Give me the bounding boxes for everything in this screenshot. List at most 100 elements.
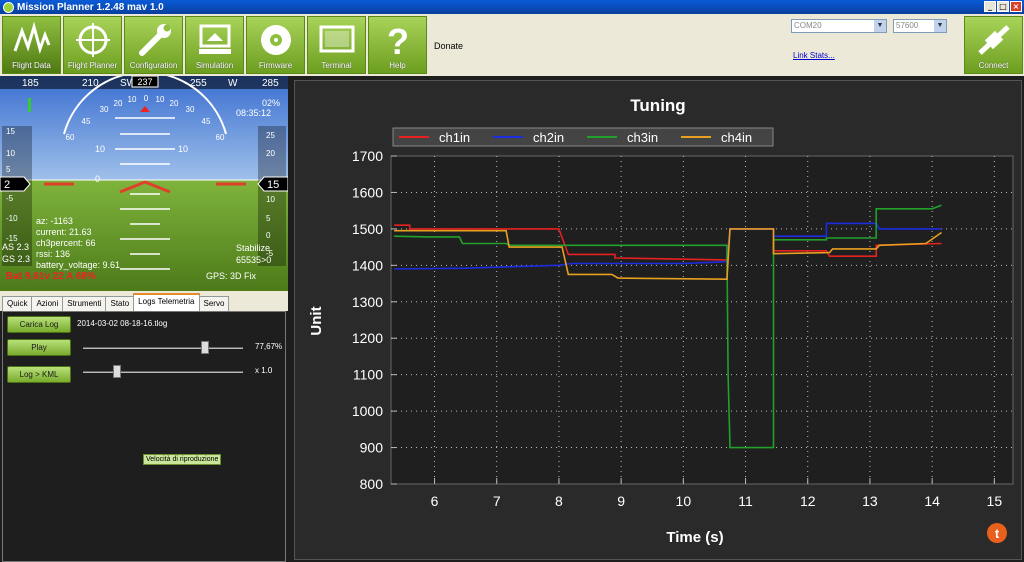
y-tick-label: 1200 [352, 330, 383, 346]
az-readout: az: -1163 [36, 216, 73, 226]
roll-label: 60 [66, 133, 75, 142]
roll-pointer [140, 106, 150, 112]
series-line-ch4in [394, 228, 942, 281]
legend-label: ch3in [627, 130, 658, 145]
alt-tick: 20 [266, 149, 275, 158]
baud-value: 57600 [896, 21, 919, 30]
progress-slider-thumb[interactable] [201, 341, 210, 354]
simulation-button[interactable]: Simulation [185, 16, 244, 74]
simulation-label: Simulation [195, 61, 234, 70]
x-tick-label: 12 [800, 493, 816, 509]
roll-label: 10 [128, 95, 137, 104]
ground [0, 180, 288, 291]
help-button[interactable]: ? Help [368, 16, 427, 74]
speed-slider-thumb[interactable] [113, 365, 122, 378]
flight-data-button[interactable]: Flight Data [2, 16, 61, 74]
tab-azioni[interactable]: Azioni [31, 296, 64, 311]
window-title: Mission Planner 1.2.48 mav 1.0 [17, 1, 164, 13]
speed-tooltip: Velocità di riproduzione [143, 454, 222, 465]
port-value: COM20 [794, 21, 822, 30]
close-button[interactable]: × [1010, 1, 1022, 12]
roll-arc [63, 76, 227, 135]
port-select[interactable]: COM20 ▼ [791, 19, 887, 33]
link-stats-link[interactable]: Link Stats... [793, 51, 835, 60]
artificial-horizon-hud: 185 210 SW 255 W 285 237 60 45 30 20 10 … [0, 76, 288, 291]
speed-tick: 5 [6, 165, 11, 174]
tab-strumenti[interactable]: Strumenti [62, 296, 107, 311]
terminal-label: Terminal [321, 61, 352, 70]
play-button[interactable]: Play [7, 339, 71, 356]
legend-label: ch2in [533, 130, 564, 145]
telemetry-log-panel: Carica Log 2014-03-02 08-18-16.tlog Play… [2, 311, 286, 562]
terminal-button[interactable]: Terminal [307, 16, 366, 74]
heading-label: 285 [262, 78, 279, 89]
main-toolbar: Flight Data Flight Planner Configuration… [0, 14, 1024, 76]
x-tick-label: 6 [431, 493, 439, 509]
roll-label: 45 [82, 117, 91, 126]
crosshair-icon [75, 23, 110, 57]
load-log-button[interactable]: Carica Log [7, 316, 71, 333]
chevron-down-icon: ▼ [934, 20, 946, 32]
donate-link[interactable]: Donate [434, 41, 464, 51]
legend-label: ch1in [439, 130, 470, 145]
heading-label: 255 [190, 78, 207, 89]
x-tick-label: 14 [924, 493, 940, 509]
tab-servo[interactable]: Servo [198, 296, 230, 311]
heading-label: 210 [82, 78, 99, 89]
y-tick-label: 1300 [352, 294, 383, 310]
y-tick-label: 800 [360, 476, 384, 492]
plug-icon [977, 25, 1010, 55]
firmware-button[interactable]: Firmware [246, 16, 305, 74]
tab-quick[interactable]: Quick [2, 296, 33, 311]
chevron-down-icon: ▼ [874, 20, 886, 32]
minimize-button[interactable]: _ [984, 1, 996, 12]
baud-select[interactable]: 57600 ▼ [893, 19, 947, 33]
x-tick-label: 10 [676, 493, 692, 509]
legend-label: ch4in [721, 130, 752, 145]
wrench-icon [138, 24, 171, 56]
x-axis-label: Time (s) [666, 529, 723, 546]
y-tick-label: 1100 [353, 367, 383, 383]
maximize-button[interactable]: □ [997, 1, 1009, 12]
y-axis-label: Unit [308, 306, 325, 335]
groundspeed-readout: GS 2.3 [2, 254, 30, 264]
log-to-kml-button[interactable]: Log > KML [7, 366, 71, 383]
altitude-value: 15 [267, 179, 279, 191]
alt-tick: 5 [266, 214, 271, 223]
speed-tick: 15 [6, 127, 15, 136]
playback-progress-slider[interactable] [83, 341, 243, 354]
tab-strip: Quick Azioni Strumenti Stato Logs Teleme… [0, 291, 288, 311]
speed-value: 2 [4, 179, 10, 191]
y-tick-label: 1000 [352, 403, 383, 419]
battery-voltage-readout: battery_voltage: 9.61 [36, 260, 120, 270]
signal-percent: 02% [262, 98, 280, 108]
airspeed-readout: AS 2.3 [2, 242, 29, 252]
connect-button[interactable]: Connect [964, 16, 1023, 74]
flight-planner-label: Flight Planner [67, 61, 118, 70]
flight-planner-button[interactable]: Flight Planner [63, 16, 122, 74]
help-icon: ? [387, 21, 409, 59]
roll-label: 45 [202, 117, 211, 126]
flight-mode-sub: 65535>0 [236, 255, 271, 265]
x-tick-label: 11 [738, 493, 753, 509]
configuration-button[interactable]: Configuration [124, 16, 183, 74]
series-line-ch3in [394, 204, 942, 449]
playback-speed-slider[interactable] [83, 365, 243, 378]
title-bar: Mission Planner 1.2.48 mav 1.0 _ □ × [0, 0, 1024, 14]
tab-logs-telemetria[interactable]: Logs Telemetria [133, 293, 200, 311]
y-tick-label: 1400 [352, 257, 383, 273]
chart-legend: ch1in ch2in ch3in ch4in [392, 127, 774, 147]
battery-status: Bat 9,61v 22 A 68% [6, 271, 96, 282]
speed-tick: -5 [6, 194, 14, 203]
roll-label: 20 [170, 99, 179, 108]
zedgraph-logo-icon: t [987, 523, 1007, 543]
tuning-chart: Tuning 800 900 1000 1100 1200 1300 1400 1500 160… [308, 96, 1014, 546]
heading-label: SW [120, 78, 137, 89]
y-tick-label: 1600 [352, 184, 383, 200]
tab-stato[interactable]: Stato [105, 296, 135, 311]
help-label: Help [389, 61, 406, 70]
roll-label: 30 [186, 105, 195, 114]
speed-tick: 10 [6, 149, 15, 158]
speed-label: x 1.0 [255, 366, 273, 375]
current-readout: current: 21.63 [36, 227, 92, 237]
